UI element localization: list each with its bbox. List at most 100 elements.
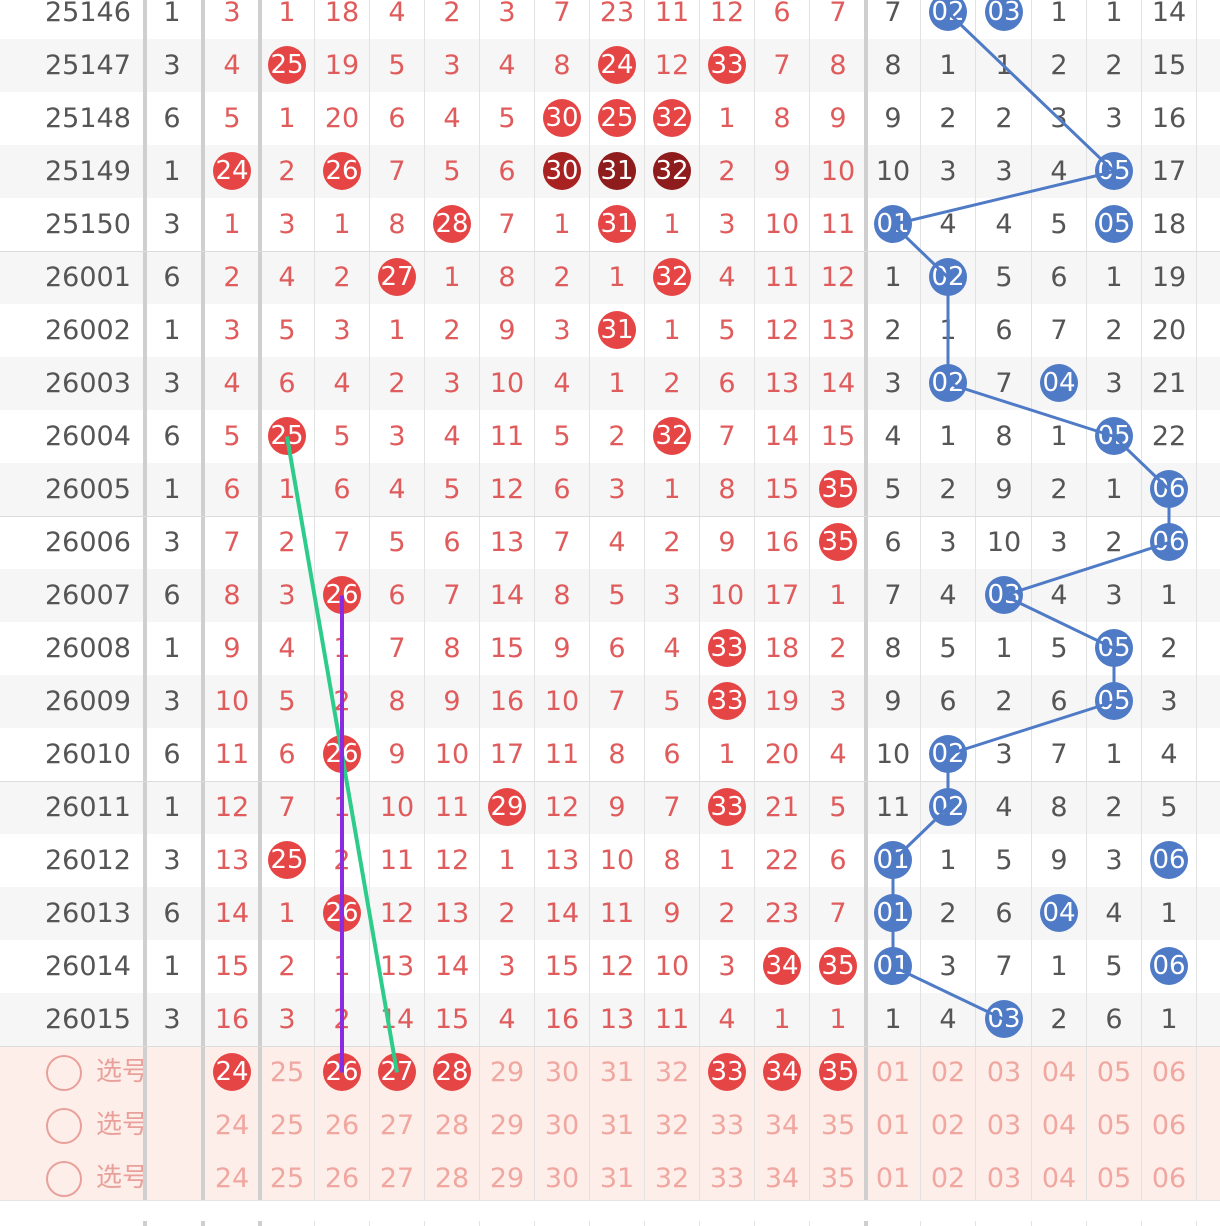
red-omission-cell: 3: [718, 951, 736, 982]
select-red-number[interactable]: 29: [489, 1110, 525, 1141]
blue-omission-cell: 5: [884, 474, 902, 505]
select-red-number[interactable]: 27: [379, 1110, 415, 1141]
select-red-number[interactable]: 25: [269, 1163, 305, 1194]
select-blue-number[interactable]: 01: [875, 1057, 911, 1088]
select-blue-number[interactable]: 01: [875, 1110, 911, 1141]
red-omission-cell: 6: [718, 368, 736, 399]
red-omission-cell: 17: [489, 739, 525, 770]
blue-omission-cell: 1: [1050, 421, 1068, 452]
red-omission-cell: 1: [278, 0, 296, 28]
select-blue-number[interactable]: 05: [1096, 1163, 1132, 1194]
select-red-number[interactable]: 35: [811, 1046, 865, 1099]
blue-omission-cell: 9: [995, 474, 1013, 505]
select-red-number[interactable]: 27: [379, 1163, 415, 1194]
select-radio[interactable]: [46, 1108, 82, 1144]
red-omission-cell: 16: [489, 686, 525, 717]
select-red-number[interactable]: 28: [434, 1110, 470, 1141]
select-red-number[interactable]: 31: [599, 1110, 635, 1141]
select-red-number[interactable]: 32: [654, 1057, 690, 1088]
select-blue-number[interactable]: 02: [930, 1163, 966, 1194]
select-red-number[interactable]: 32: [654, 1163, 690, 1194]
select-red-number[interactable]: 24: [214, 1163, 250, 1194]
select-red-number[interactable]: 33: [709, 1163, 745, 1194]
blue-omission-cell: 6: [995, 898, 1013, 929]
select-blue-number[interactable]: 04: [1041, 1110, 1077, 1141]
red-omission-cell: 32: [645, 92, 699, 145]
select-red-number[interactable]: 34: [755, 1046, 809, 1099]
select-red-number[interactable]: 30: [544, 1110, 580, 1141]
select-red-number[interactable]: 30: [544, 1057, 580, 1088]
select-red-number[interactable]: 34: [764, 1110, 800, 1141]
blue-omission-cell: 3: [1105, 368, 1123, 399]
select-radio[interactable]: [46, 1055, 82, 1091]
select-red-number[interactable]: 26: [324, 1110, 360, 1141]
select-red-number[interactable]: 28: [425, 1046, 479, 1099]
select-red-number[interactable]: 28: [434, 1163, 470, 1194]
select-blue-number[interactable]: 04: [1041, 1057, 1077, 1088]
select-blue-number[interactable]: 03: [986, 1057, 1022, 1088]
select-red-number[interactable]: 35: [820, 1163, 856, 1194]
red-omission-cell-ball: 30: [543, 99, 581, 137]
select-red-number[interactable]: 25: [269, 1057, 305, 1088]
blue-omission-cell: 3: [939, 527, 957, 558]
grid-line: [754, 0, 755, 1226]
select-red-number[interactable]: 32: [654, 1110, 690, 1141]
select-red-number[interactable]: 29: [489, 1163, 525, 1194]
red-omission-cell: 13: [379, 951, 415, 982]
red-omission-cell: 6: [663, 739, 681, 770]
red-omission-cell: 6: [608, 633, 626, 664]
red-omission-cell: 33: [700, 675, 754, 728]
select-blue-number[interactable]: 03: [986, 1163, 1022, 1194]
select-blue-number[interactable]: 03: [986, 1110, 1022, 1141]
select-blue-number[interactable]: 06: [1151, 1163, 1187, 1194]
select-radio[interactable]: [46, 1161, 82, 1197]
select-red-number[interactable]: 31: [599, 1163, 635, 1194]
select-blue-number[interactable]: 02: [930, 1110, 966, 1141]
red-omission-cell: 4: [333, 368, 351, 399]
grid-line: [534, 0, 535, 1226]
blue-omission-cell: 1: [884, 262, 902, 293]
blue-omission-cell: 05: [1087, 198, 1141, 251]
blue-omission-cell: 4: [884, 421, 902, 452]
select-red-number[interactable]: 33: [709, 1110, 745, 1141]
blue-omission-cell: 3: [939, 951, 957, 982]
select-blue-number[interactable]: 01: [875, 1163, 911, 1194]
grid-line: [1141, 0, 1142, 1226]
select-label[interactable]: 选号: [96, 1057, 149, 1087]
select-label[interactable]: 选号: [96, 1110, 149, 1140]
select-blue-number[interactable]: 02: [930, 1057, 966, 1088]
select-blue-number[interactable]: 06: [1151, 1110, 1187, 1141]
red-omission-cell: 9: [553, 633, 571, 664]
select-red-number[interactable]: 33: [700, 1046, 754, 1099]
blue-omission-cell-ball: 03: [985, 0, 1023, 31]
red-omission-cell-ball: 27: [378, 258, 416, 296]
blue-omission-cell: 3: [995, 156, 1013, 187]
select-red-number[interactable]: 35: [820, 1110, 856, 1141]
select-red-number[interactable]: 26: [324, 1163, 360, 1194]
select-red-number[interactable]: 30: [544, 1163, 580, 1194]
select-red-number[interactable]: 25: [269, 1110, 305, 1141]
select-red-number[interactable]: 24: [214, 1110, 250, 1141]
red-omission-cell: 6: [443, 527, 461, 558]
select-blue-number[interactable]: 05: [1096, 1057, 1132, 1088]
red-omission-cell: 32: [645, 251, 699, 304]
blue-omission-cell: 16: [1151, 103, 1187, 134]
select-red-number[interactable]: 24: [205, 1046, 259, 1099]
blue-omission-cell: 5: [995, 262, 1013, 293]
red-omission-cell: 14: [544, 898, 580, 929]
red-omission-cell: 33: [700, 622, 754, 675]
select-blue-number[interactable]: 05: [1096, 1110, 1132, 1141]
red-omission-cell: 8: [663, 845, 681, 876]
select-blue-number[interactable]: 04: [1041, 1163, 1077, 1194]
red-omission-cell: 28: [425, 198, 479, 251]
red-omission-cell: 15: [764, 474, 800, 505]
select-label[interactable]: 选号: [96, 1163, 149, 1193]
select-red-number[interactable]: 34: [764, 1163, 800, 1194]
table-row: 2600213531293311512132167220: [0, 304, 1220, 357]
select-blue-number[interactable]: 06: [1151, 1057, 1187, 1088]
column-divider: [258, 0, 262, 1226]
select-red-number[interactable]: 31: [599, 1057, 635, 1088]
blue-omission-cell: 2: [995, 103, 1013, 134]
select-red-number[interactable]: 29: [489, 1057, 525, 1088]
col-2-value: 2: [223, 262, 241, 293]
